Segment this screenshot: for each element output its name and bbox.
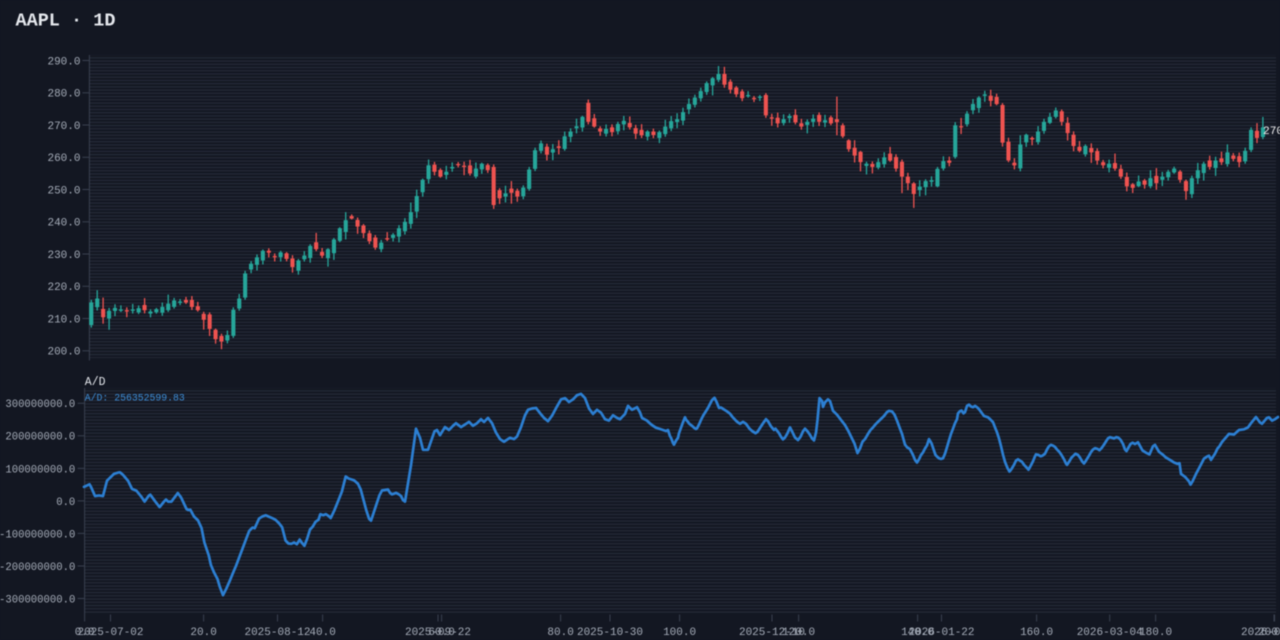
svg-text:100.0: 100.0	[663, 627, 696, 639]
svg-text:250.0: 250.0	[47, 185, 80, 197]
svg-text:200.0: 200.0	[47, 347, 80, 359]
svg-text:2025-09-22: 2025-09-22	[405, 627, 471, 639]
svg-text:230.0: 230.0	[47, 250, 80, 262]
svg-text:240.0: 240.0	[47, 218, 80, 230]
svg-text:180.0: 180.0	[1139, 627, 1172, 639]
svg-text:290.0: 290.0	[47, 56, 80, 68]
svg-text:200000000.0: 200000000.0	[5, 432, 75, 444]
svg-text:20.0: 20.0	[190, 627, 216, 639]
svg-text:80.0: 80.0	[547, 627, 573, 639]
svg-text:40.0: 40.0	[309, 627, 335, 639]
svg-text:2026-03-04: 2026-03-04	[1077, 627, 1143, 639]
svg-text:2026-01-22: 2026-01-22	[908, 627, 974, 639]
svg-text:-100000000.0: -100000000.0	[0, 529, 75, 541]
svg-text:60.0: 60.0	[428, 627, 454, 639]
svg-text:270.0: 270.0	[47, 121, 80, 133]
svg-text:0.0: 0.0	[75, 627, 95, 639]
svg-text:2025-07-02: 2025-07-02	[77, 627, 143, 639]
svg-text:0.0: 0.0	[56, 497, 75, 509]
svg-text:280.0: 280.0	[47, 89, 80, 101]
svg-text:140.0: 140.0	[901, 627, 934, 639]
svg-text:2025-10-30: 2025-10-30	[577, 627, 643, 639]
svg-text:120.0: 120.0	[782, 627, 815, 639]
svg-text:220.0: 220.0	[47, 282, 80, 294]
svg-text:-200000000.0: -200000000.0	[0, 562, 75, 574]
svg-text:2026-04-15: 2026-04-15	[1241, 627, 1280, 639]
svg-text:A/D: 256352599.83: A/D: 256352599.83	[85, 392, 185, 403]
svg-text:A/D: A/D	[85, 376, 106, 389]
svg-text:AAPL · 1D: AAPL · 1D	[16, 11, 116, 32]
svg-text:160.0: 160.0	[1020, 627, 1053, 639]
svg-text:270.66: 270.66	[1263, 126, 1280, 138]
svg-text:2025-12-10: 2025-12-10	[739, 627, 805, 639]
svg-text:100000000.0: 100000000.0	[5, 464, 75, 476]
svg-text:300000000.0: 300000000.0	[5, 399, 75, 411]
svg-text:-300000000.0: -300000000.0	[0, 594, 75, 606]
svg-text:200.0: 200.0	[1258, 627, 1280, 639]
svg-text:260.0: 260.0	[47, 153, 80, 165]
svg-text:2025-08-12: 2025-08-12	[244, 627, 310, 639]
svg-text:210.0: 210.0	[47, 314, 80, 326]
